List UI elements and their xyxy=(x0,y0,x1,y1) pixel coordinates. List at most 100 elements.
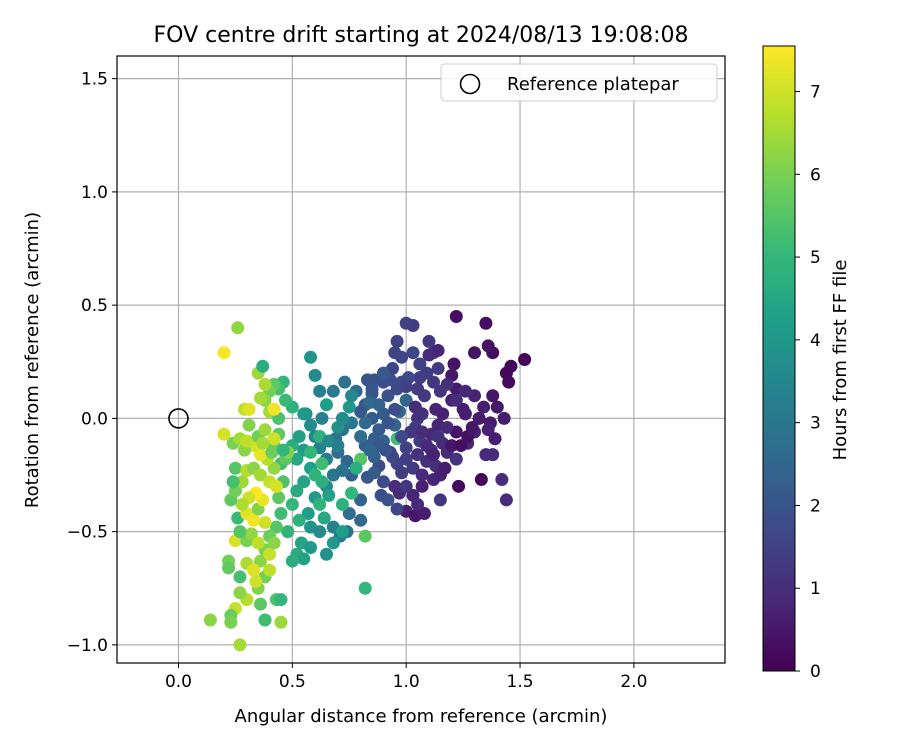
colorbar-tick-label: 7 xyxy=(810,83,821,103)
scatter-point xyxy=(417,507,431,521)
scatter-point xyxy=(472,411,486,425)
scatter-point xyxy=(427,375,441,389)
colorbar-tick-label: 1 xyxy=(810,579,821,599)
colorbar-tick-label: 6 xyxy=(810,165,821,185)
scatter-point xyxy=(224,615,238,629)
scatter-point xyxy=(335,411,349,425)
scatter-point xyxy=(253,468,267,482)
scatter-point xyxy=(265,445,279,459)
scatter-point xyxy=(319,398,333,412)
scatter-point xyxy=(413,357,427,371)
y-tick-label: 0.0 xyxy=(81,409,108,429)
scatter-point xyxy=(449,309,463,323)
scatter-point xyxy=(253,554,267,568)
scatter-point xyxy=(458,407,472,421)
scatter-point xyxy=(322,488,336,502)
scatter-point xyxy=(233,570,247,584)
scatter-point xyxy=(381,493,395,507)
scatter-point xyxy=(251,536,265,550)
colorbar-tick-label: 2 xyxy=(810,496,821,516)
scatter-point xyxy=(399,479,413,493)
legend-frame xyxy=(440,63,718,102)
scatter-point xyxy=(399,393,413,407)
data-points xyxy=(203,309,532,652)
scatter-point xyxy=(440,420,454,434)
scatter-point xyxy=(335,497,349,511)
scatter-point xyxy=(358,529,372,543)
scatter-point xyxy=(479,316,493,330)
scatter-point xyxy=(290,484,304,498)
scatter-point xyxy=(331,439,345,453)
legend-reference-marker xyxy=(459,73,481,95)
scatter-point xyxy=(345,486,359,500)
scatter-point xyxy=(481,339,495,353)
scatter-point xyxy=(244,527,258,541)
scatter-point xyxy=(308,368,322,382)
scatter-point xyxy=(395,350,409,364)
scatter-point xyxy=(253,448,267,462)
scatter-point xyxy=(363,443,377,457)
scatter-point xyxy=(326,384,340,398)
x-tick-label: 0.5 xyxy=(279,672,306,692)
scatter-point xyxy=(447,357,461,371)
legend-box: Reference platepar xyxy=(440,63,718,102)
scatter-point xyxy=(240,434,254,448)
y-axis-label: Rotation from reference (arcmin) xyxy=(22,212,43,508)
y-tick-label: 1.0 xyxy=(81,183,108,203)
scatter-point xyxy=(274,507,288,521)
scatter-point xyxy=(267,461,281,475)
chart-title: FOV centre drift starting at 2024/08/13 … xyxy=(154,23,689,48)
scatter-point xyxy=(233,525,247,539)
scatter-point xyxy=(281,525,295,539)
scatter-point xyxy=(274,593,288,607)
scatter-point xyxy=(342,400,356,414)
scatter-point xyxy=(272,491,286,505)
scatter-point xyxy=(249,574,263,588)
scatter-point xyxy=(433,384,447,398)
colorbar-label: Hours from first FF file xyxy=(830,260,851,461)
scatter-point xyxy=(358,581,372,595)
scatter-point xyxy=(454,439,468,453)
y-tick-label: −0.5 xyxy=(67,523,108,543)
scatter-point xyxy=(267,536,281,550)
scatter-point xyxy=(267,432,281,446)
colorbar-tick-label: 5 xyxy=(810,248,821,268)
scatter-point xyxy=(415,425,429,439)
colorbar-ticks: 0 1 2 3 4 5 6 7 xyxy=(795,83,821,682)
y-axis-ticks: −1.0 −0.5 0.0 0.5 1.0 1.5 xyxy=(67,70,117,656)
scatter-point xyxy=(376,475,390,489)
scatter-point xyxy=(381,416,395,430)
scatter-point xyxy=(395,466,409,480)
scatter-point xyxy=(449,393,463,407)
scatter-point xyxy=(263,547,277,561)
scatter-point xyxy=(345,389,359,403)
scatter-point xyxy=(313,497,327,511)
scatter-point xyxy=(477,400,491,414)
scatter-point xyxy=(381,389,395,403)
scatter-point xyxy=(429,402,443,416)
scatter-point xyxy=(290,452,304,466)
scatter-point xyxy=(481,423,495,437)
scatter-point xyxy=(315,457,329,471)
scatter-point xyxy=(417,389,431,403)
colorbar-tick-label: 3 xyxy=(810,414,821,434)
scatter-point xyxy=(226,475,240,489)
scatter-point xyxy=(217,346,231,360)
scatter-point xyxy=(203,613,217,627)
scatter-point xyxy=(233,586,247,600)
scatter-point xyxy=(228,461,242,475)
colorbar-tick-label: 4 xyxy=(810,331,821,351)
scatter-point xyxy=(452,479,466,493)
y-tick-label: 1.5 xyxy=(81,70,108,90)
scatter-point xyxy=(399,441,413,455)
scatter-point xyxy=(502,375,516,389)
scatter-point xyxy=(253,597,267,611)
scatter-point xyxy=(399,316,413,330)
scatter-point xyxy=(422,334,436,348)
reference-platepar-marker xyxy=(168,408,189,429)
scatter-point xyxy=(304,540,318,554)
scatter-point xyxy=(319,547,333,561)
scatter-point xyxy=(411,448,425,462)
scatter-point xyxy=(338,375,352,389)
scatter-point xyxy=(420,439,434,453)
